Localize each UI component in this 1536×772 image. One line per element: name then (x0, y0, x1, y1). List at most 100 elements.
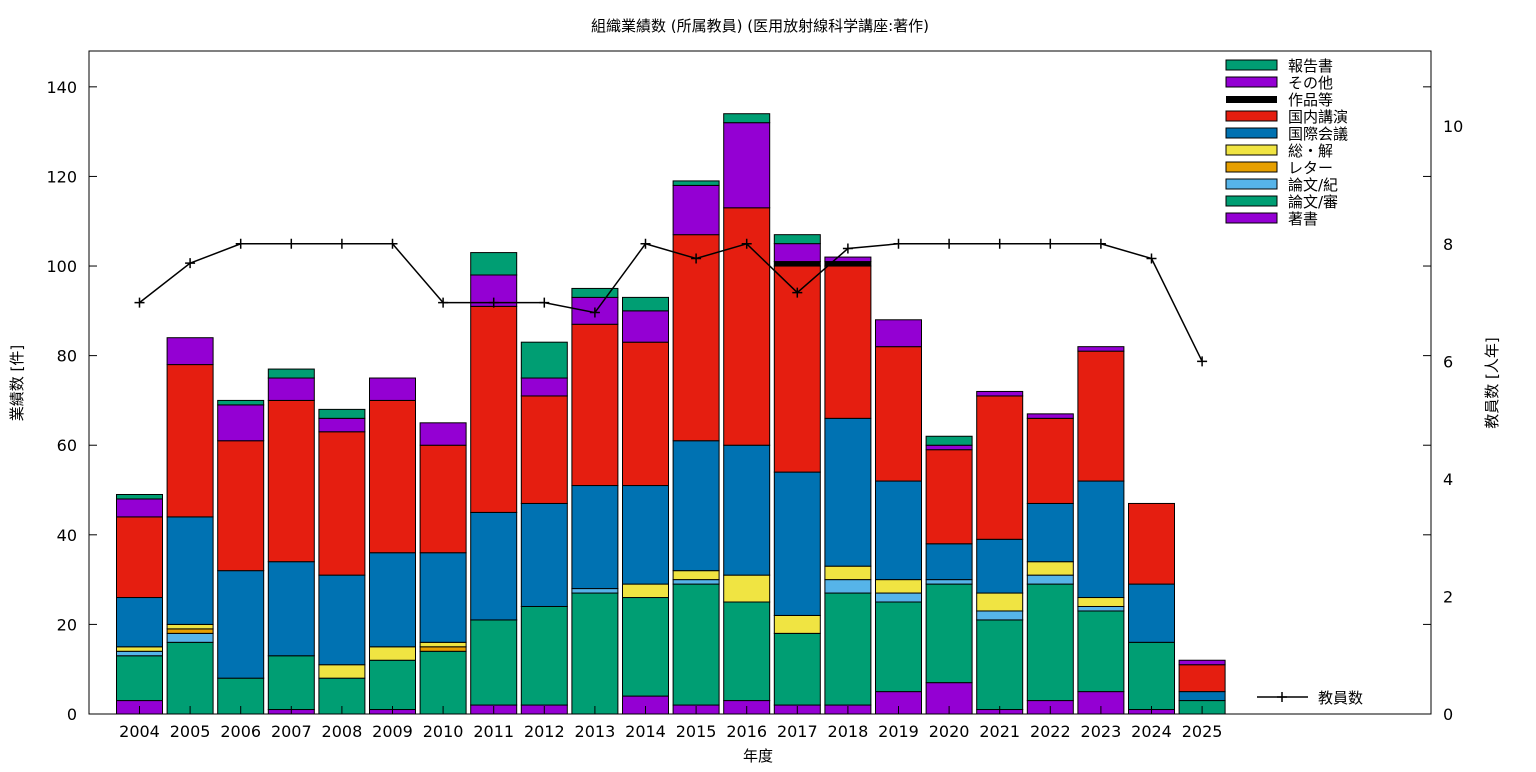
bar-segment (318, 417, 366, 433)
legend-label: レター (1288, 159, 1333, 177)
y-tick-label: 0 (67, 705, 77, 724)
x-tick-label: 2019 (878, 722, 919, 741)
bar-segment (166, 628, 214, 634)
bar-segment (976, 619, 1024, 711)
bar-segment (976, 610, 1024, 621)
bar-segment (1128, 502, 1175, 585)
bar-segment (622, 485, 669, 585)
x-tick-label: 2018 (828, 722, 869, 741)
legend-swatch (1225, 195, 1278, 207)
bar-segment (419, 646, 467, 652)
bar-segment (773, 471, 821, 616)
bar-segment (369, 659, 416, 711)
bar-segment (116, 498, 163, 518)
bar-segment (520, 502, 568, 607)
line-point (185, 258, 196, 269)
bar-segment (116, 597, 163, 648)
y-tick-label: 40 (57, 526, 77, 545)
bar-segment (1026, 502, 1074, 563)
x-tick-label: 2021 (979, 722, 1020, 741)
x-tick-label: 2020 (929, 722, 970, 741)
bar-segment (672, 234, 720, 442)
y2-axis-label: 教員数 [人年] (1483, 337, 1501, 428)
bar-segment (672, 180, 720, 186)
x-tick-label: 2011 (473, 722, 514, 741)
x-tick-label: 2012 (524, 722, 565, 741)
line-point (488, 297, 499, 308)
bar-segment (267, 655, 315, 711)
legend-swatch (1225, 212, 1278, 224)
plot-area (116, 113, 1226, 715)
line-point (235, 238, 246, 249)
bar-segment (166, 641, 214, 715)
bar-segment (419, 444, 467, 554)
line-point (842, 243, 853, 254)
x-tick-label: 2014 (625, 722, 666, 741)
legend-swatch (1225, 110, 1278, 122)
bar-segment (1077, 350, 1125, 482)
bar-segment (1178, 691, 1226, 702)
line-point (286, 238, 297, 249)
y-tick-label: 100 (46, 257, 77, 276)
line-point (944, 238, 955, 249)
axes: 0 20 40 60 80 100 120 140 0 2 4 6 8 10 2004 2005 2006 200… (46, 50, 1463, 741)
line-point (741, 238, 752, 249)
bar-segment (672, 570, 720, 581)
y-axis-label: 業績数 [件] (8, 345, 26, 421)
bar-segment (217, 399, 265, 406)
bar-segment (318, 664, 366, 679)
bar-segment (369, 399, 416, 554)
bar-segment (217, 440, 265, 572)
bar-segment (824, 565, 872, 581)
bar-segment (571, 588, 619, 594)
bar-segment (571, 592, 619, 715)
bar-segment (571, 323, 619, 487)
bar-segment (824, 256, 872, 263)
line-point (438, 297, 449, 308)
x-axis-label: 年度 (743, 747, 773, 765)
bar-segment (773, 614, 821, 634)
bar-segment (116, 493, 163, 500)
x-tick-label: 2016 (726, 722, 767, 741)
bar-segment (267, 368, 315, 379)
bar-segment (925, 444, 973, 451)
bar-segment (166, 337, 214, 366)
bar-segment (622, 583, 669, 599)
bar-segment (1077, 597, 1125, 607)
legend-swatch (1225, 144, 1278, 156)
legend-line-marker (1277, 692, 1287, 702)
bar-segment (369, 377, 416, 401)
line-point (691, 253, 702, 264)
bar-segment (773, 632, 821, 706)
bar-segment (1026, 583, 1074, 702)
y-tick-label: 120 (46, 167, 77, 186)
bar-segment (470, 619, 518, 706)
line-point (994, 238, 1005, 249)
x-tick-label: 2005 (170, 722, 211, 741)
bar-segment (318, 431, 366, 576)
legend-swatch (1225, 76, 1278, 88)
y2-tick-label: 4 (1443, 470, 1453, 489)
bar-segment (1077, 605, 1125, 612)
bar-segment (166, 623, 214, 630)
legend-label: 総・解 (1288, 142, 1333, 160)
bar-segment (166, 632, 214, 643)
bar-segment (773, 243, 821, 263)
bar-segment (672, 583, 720, 706)
bar-segment (723, 444, 771, 576)
legend-label: 報告書 (1288, 57, 1333, 75)
bar-segment (723, 601, 771, 702)
bar-segment (622, 310, 669, 343)
x-tick-label: 2017 (777, 722, 818, 741)
legend-label: 論文/紀 (1288, 176, 1338, 194)
bar-segment (925, 435, 973, 446)
y-tick-label: 20 (57, 615, 77, 634)
bar-segment (520, 605, 568, 706)
bar-segment (470, 305, 518, 513)
bar-segment (622, 296, 669, 312)
bar-segment (875, 601, 922, 693)
bar-segment (520, 377, 568, 397)
bar-segment (369, 646, 416, 661)
bar-segment (116, 650, 163, 657)
